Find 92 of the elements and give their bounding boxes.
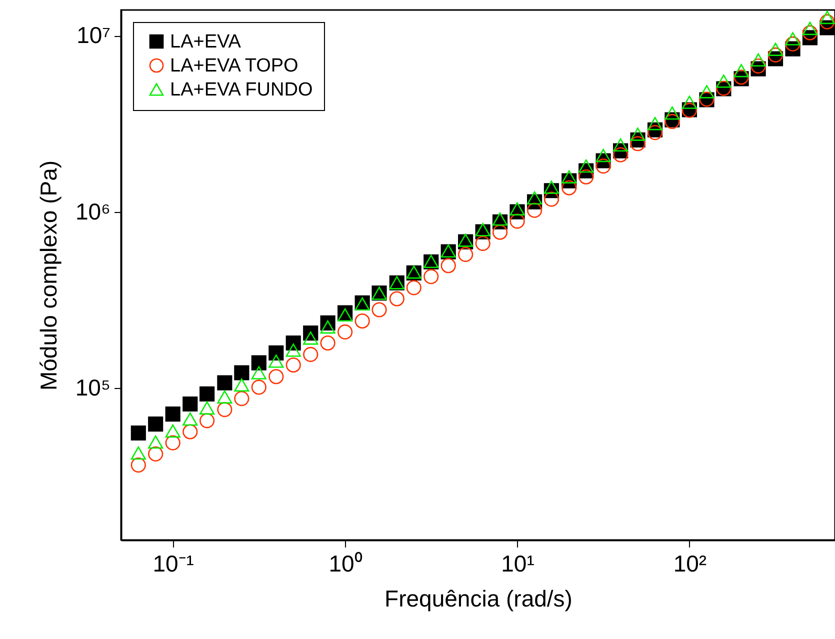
point xyxy=(510,214,525,229)
point xyxy=(165,435,180,450)
point xyxy=(734,64,749,78)
point xyxy=(785,36,800,52)
point xyxy=(234,365,250,380)
point xyxy=(750,53,766,67)
x-tick-label: 10⁻¹ xyxy=(152,550,194,576)
point xyxy=(217,375,232,390)
point xyxy=(578,169,594,184)
point xyxy=(268,354,284,368)
legend-label: LA+EVA TOPO xyxy=(170,56,298,76)
point xyxy=(596,148,611,162)
point xyxy=(440,258,456,274)
point xyxy=(303,346,318,362)
point xyxy=(544,180,560,194)
point xyxy=(320,320,336,334)
legend-label: LA+EVA xyxy=(170,32,242,52)
point xyxy=(527,191,542,205)
point xyxy=(251,366,266,380)
point xyxy=(802,22,818,36)
x-tick-label: 10⁰ xyxy=(328,550,362,576)
point xyxy=(510,202,525,216)
point xyxy=(492,212,508,226)
point xyxy=(320,335,336,351)
point xyxy=(578,159,594,173)
point xyxy=(234,378,250,392)
point xyxy=(200,413,215,428)
point xyxy=(389,291,404,306)
point xyxy=(768,42,784,56)
point xyxy=(802,25,818,40)
point xyxy=(286,357,301,373)
point xyxy=(372,302,387,318)
point xyxy=(596,158,611,174)
point xyxy=(303,331,318,345)
point xyxy=(268,369,284,384)
point xyxy=(200,386,215,402)
point xyxy=(130,446,146,460)
point xyxy=(544,192,560,207)
point xyxy=(492,224,508,240)
point xyxy=(217,402,232,418)
point xyxy=(165,424,180,438)
point xyxy=(182,412,198,426)
point xyxy=(251,380,266,395)
point xyxy=(217,390,232,404)
point xyxy=(699,85,714,98)
point xyxy=(475,236,490,251)
point xyxy=(820,10,835,24)
x-tick-label: 10² xyxy=(673,550,707,576)
point xyxy=(562,170,577,184)
point xyxy=(630,128,646,141)
point xyxy=(750,58,766,74)
point xyxy=(354,313,370,329)
point xyxy=(286,335,301,351)
point xyxy=(820,14,835,30)
point xyxy=(682,96,698,109)
point xyxy=(664,106,680,120)
point xyxy=(251,355,266,370)
point xyxy=(458,246,474,262)
point xyxy=(165,406,180,422)
x-tick-label: 10¹ xyxy=(501,550,535,576)
point xyxy=(527,202,542,218)
point xyxy=(647,116,663,130)
point xyxy=(130,425,146,441)
point xyxy=(234,391,250,406)
y-tick-label: 10⁷ xyxy=(76,22,110,48)
point xyxy=(200,401,215,415)
y-axis-title: Módulo complexo (Pa) xyxy=(35,160,62,391)
point xyxy=(148,435,164,449)
point xyxy=(647,125,663,140)
point xyxy=(716,74,732,88)
point xyxy=(338,308,353,322)
point xyxy=(613,138,628,152)
point xyxy=(785,32,800,46)
point xyxy=(148,446,164,462)
point xyxy=(768,47,784,62)
point xyxy=(406,280,422,296)
legend-label: LA+EVA FUNDO xyxy=(170,80,313,100)
point xyxy=(630,136,646,152)
point xyxy=(182,396,198,412)
point xyxy=(286,344,301,357)
point xyxy=(130,458,146,473)
point xyxy=(182,424,198,440)
y-tick-label: 10⁵ xyxy=(75,374,110,400)
y-tick-label: 10⁶ xyxy=(75,198,110,224)
point xyxy=(268,345,284,361)
point xyxy=(562,180,577,196)
point xyxy=(424,269,439,284)
x-axis-title: Frequência (rad/s) xyxy=(384,586,572,612)
point xyxy=(475,223,490,236)
point xyxy=(338,324,353,340)
point xyxy=(148,416,164,432)
point xyxy=(613,147,628,162)
